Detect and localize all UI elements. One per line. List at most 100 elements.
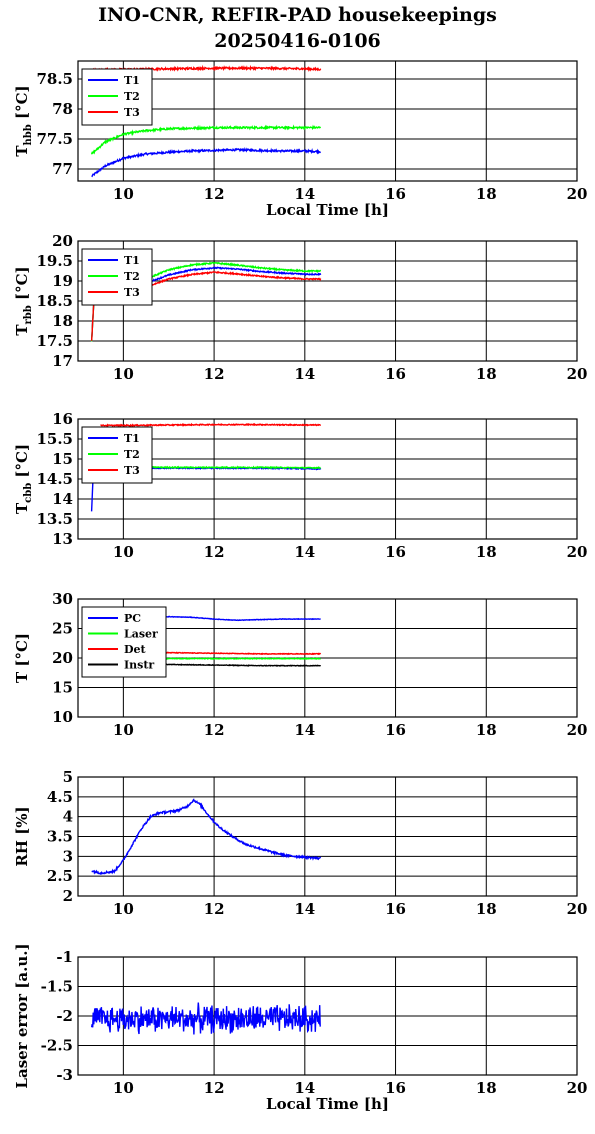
x-tick-label: 18	[476, 1079, 497, 1097]
y-tick-label: 16	[52, 410, 73, 428]
x-tick-label: 16	[385, 721, 406, 739]
legend-label: T3	[124, 106, 140, 119]
y-tick-label: 19.5	[36, 252, 73, 270]
chart-panel-6: -3 -2.5 -2 -1.5 -1 10 12 14 16 18 20 Local Time [h]…	[13, 943, 587, 1113]
x-tick-label: 10	[113, 1079, 134, 1097]
x-tick-label: 14	[294, 543, 315, 561]
y-tick-label: -1	[56, 948, 73, 966]
x-axis-label: Local Time [h]	[266, 201, 389, 219]
x-tick-label: 14	[294, 365, 315, 383]
legend-label: PC	[124, 612, 141, 625]
x-tick-label: 20	[567, 185, 588, 203]
series-line-data	[90, 1002, 321, 1035]
x-tick-label: 20	[567, 1079, 588, 1097]
axes-frame	[77, 776, 578, 897]
y-tick-label: 2	[63, 887, 73, 905]
y-tick-label: 20	[52, 649, 73, 667]
x-tick-label: 16	[385, 1079, 406, 1097]
series-line-t1	[91, 147, 321, 178]
chart-panel-3: 13 13.5 14 14.5 15 15.5 16 10 12 14 16 18 20 Tcbb [°C…	[13, 410, 587, 561]
legend-label: T2	[124, 448, 140, 461]
y-tick-label: 13	[52, 530, 73, 548]
x-tick-label: 12	[204, 721, 225, 739]
legend-label: Laser	[124, 628, 158, 641]
x-tick-label: 20	[567, 900, 588, 918]
y-tick-label: 2.5	[47, 867, 73, 885]
x-axis-label: Local Time [h]	[266, 1095, 389, 1113]
x-tick-label: 12	[204, 185, 225, 203]
legend-label: T1	[124, 74, 140, 87]
x-tick-label: 20	[567, 543, 588, 561]
x-tick-label: 12	[204, 365, 225, 383]
y-tick-label: -2	[56, 1007, 73, 1025]
x-tick-label: 20	[567, 365, 588, 383]
x-tick-label: 12	[204, 543, 225, 561]
x-tick-label: 10	[113, 365, 134, 383]
x-tick-label: 14	[294, 185, 315, 203]
y-axis-label: RH [%]	[13, 806, 31, 866]
chart-panel-2: 17 17.5 18 18.5 19 19.5 20 10 12 14 16 18 20 Trbb [°C…	[13, 232, 587, 383]
chart-panel-4: 10 15 20 25 30 10 12 14 16 18 20 T [°C] PC Laser Det In…	[13, 590, 587, 739]
y-tick-label: 3.5	[47, 828, 73, 846]
axes-frame	[77, 60, 578, 182]
legend-label: Det	[124, 643, 147, 656]
y-tick-label: -3	[56, 1066, 73, 1084]
y-tick-label: 30	[52, 590, 73, 608]
x-tick-label: 10	[113, 721, 134, 739]
y-axis-label: Trbb [°C]	[13, 266, 34, 335]
y-tick-label: 78	[52, 100, 73, 118]
x-tick-label: 20	[567, 721, 588, 739]
y-tick-label: 25	[52, 620, 73, 638]
y-tick-label: 4	[63, 808, 73, 826]
legend-label: T2	[124, 90, 140, 103]
legend-label: T1	[124, 254, 140, 267]
y-tick-label: 77.5	[36, 130, 73, 148]
x-tick-label: 18	[476, 721, 497, 739]
axes-frame	[77, 598, 578, 718]
x-tick-label: 12	[204, 1079, 225, 1097]
axes-frame	[77, 240, 578, 362]
legend: PC Laser Det Instr	[81, 606, 167, 678]
x-tick-label: 10	[113, 543, 134, 561]
x-tick-label: 18	[476, 543, 497, 561]
chart-panel-1: 77 77.5 78 78.5 10 12 14 16 18 20 Local Time [h] Th…	[13, 60, 588, 219]
y-tick-label: 17.5	[36, 332, 73, 350]
legend: T1 T2 T3	[81, 426, 153, 484]
y-tick-label: 14.5	[36, 470, 73, 488]
chart-title-line1: INO-CNR, REFIR-PAD housekeepings	[98, 4, 497, 26]
y-tick-label: 5	[63, 768, 73, 786]
y-tick-label: 77	[52, 160, 73, 178]
x-tick-label: 18	[476, 185, 497, 203]
legend-label: T3	[124, 464, 140, 477]
axes-frame	[77, 956, 578, 1076]
x-tick-label: 10	[113, 900, 134, 918]
x-tick-label: 16	[385, 185, 406, 203]
y-tick-label: 78.5	[36, 70, 73, 88]
series-line-data	[91, 798, 322, 876]
y-tick-label: 15	[52, 450, 73, 468]
x-tick-label: 16	[385, 900, 406, 918]
y-tick-label: 13.5	[36, 510, 73, 528]
y-tick-label: 18	[52, 312, 73, 330]
x-tick-label: 18	[476, 900, 497, 918]
y-axis-label: Tcbb [°C]	[13, 444, 34, 514]
axes-frame	[77, 418, 578, 540]
y-axis-label: T [°C]	[13, 633, 31, 683]
x-tick-label: 16	[385, 365, 406, 383]
legend-label: T2	[124, 270, 140, 283]
y-tick-label: 10	[52, 708, 73, 726]
y-tick-label: 15.5	[36, 430, 73, 448]
chart-title-line2: 20250416-0106	[214, 30, 381, 52]
y-tick-label: -2.5	[41, 1037, 73, 1055]
legend-label: Instr	[124, 659, 154, 672]
y-tick-label: 20	[52, 232, 73, 250]
y-tick-label: -1.5	[41, 978, 73, 996]
y-tick-label: 14	[52, 490, 73, 508]
legend-label: T1	[124, 432, 140, 445]
chart-panel-5: 2 2.5 33.5 4 4.5 5 10 12 14 16 18 20 RH [%]	[13, 768, 587, 918]
y-axis-label: Laser error [a.u.]	[13, 943, 31, 1088]
y-tick-label: 18.5	[36, 292, 73, 310]
y-tick-label: 17	[52, 352, 73, 370]
legend: T1 T2 T3	[81, 248, 153, 306]
